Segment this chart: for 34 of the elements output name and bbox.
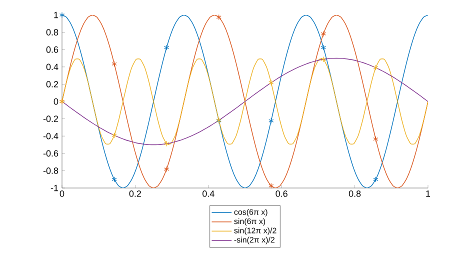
point	[268, 118, 274, 124]
x-tick-label: 0.4	[202, 190, 214, 197]
point	[164, 166, 170, 172]
point	[373, 64, 378, 71]
y-tick-label: 0.2	[46, 81, 58, 88]
point	[373, 136, 378, 142]
point	[216, 14, 222, 20]
x-tick-label: 0.8	[348, 190, 361, 197]
y-tick-label: 1	[54, 12, 58, 18]
point	[268, 182, 274, 189]
y-tick-label: -0.2	[43, 116, 58, 122]
x-tick-label: 0.6	[276, 190, 288, 197]
point	[164, 140, 170, 147]
y-tick-label: 0	[54, 98, 58, 105]
x-tick-label: 0.2	[129, 190, 141, 197]
point	[320, 44, 326, 50]
y-tick-label: 0.4	[46, 64, 58, 70]
line-series	[62, 15, 428, 188]
y-tick-label: -0.8	[43, 168, 58, 174]
y-tick-label: 0.8	[46, 29, 58, 36]
y-tick-label: -1	[50, 184, 58, 192]
y-tick-label: -0.6	[43, 150, 58, 157]
point	[320, 56, 326, 62]
y-tick-label: 0.6	[46, 46, 58, 53]
point	[320, 30, 326, 37]
point	[112, 132, 117, 138]
x-tick-label: 0	[60, 190, 64, 197]
point	[373, 176, 378, 182]
y-tick-label: -0.4	[43, 132, 58, 140]
point	[112, 61, 117, 67]
point	[112, 176, 117, 182]
point	[268, 80, 274, 86]
x-tick-label: 1	[426, 190, 430, 197]
point	[164, 44, 170, 50]
